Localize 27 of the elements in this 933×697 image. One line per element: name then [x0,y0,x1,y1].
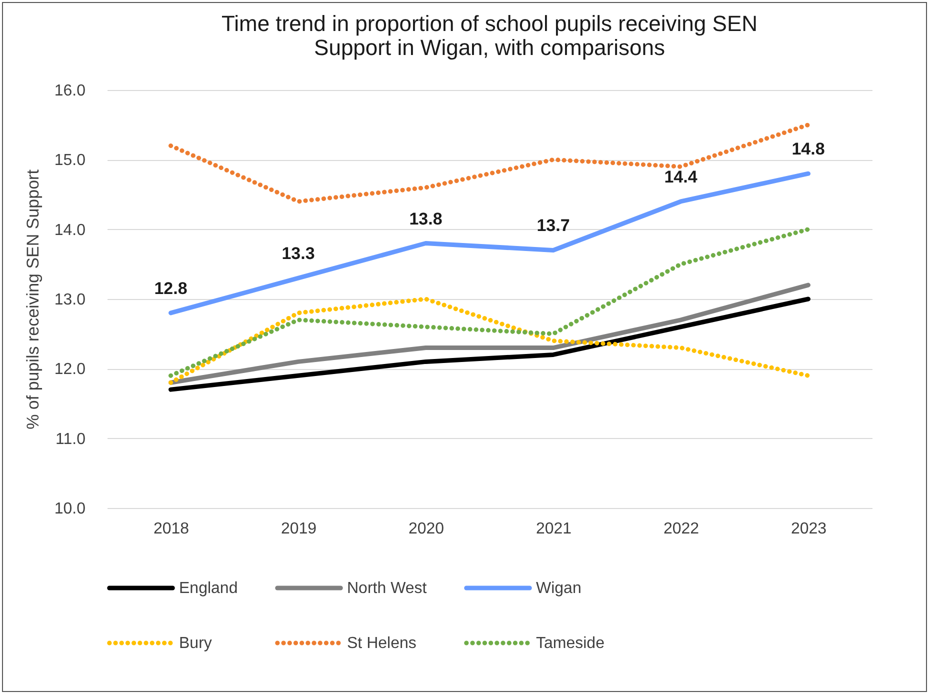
legend-label: Tameside [536,635,605,652]
y-tick-label: 13.0 [54,292,86,308]
legend-label: St Helens [347,635,416,652]
data-label: 13.3 [282,244,315,264]
x-tick-label: 2018 [153,520,190,538]
x-tick-label: 2021 [536,520,572,538]
y-axis-title: % of pupils receiving SEN Support [23,169,42,430]
data-label: 14.8 [792,140,825,159]
data-label: 13.7 [536,216,570,236]
y-tick-label: 12.0 [54,361,86,378]
y-tick-label: 10.0 [54,500,86,518]
y-tick-label: 14.0 [54,222,86,239]
chart-title: Time trend in proportion of school pupils receiving SEN Support in Wigan, with comparisons [221,11,758,60]
legend-label: Wigan [536,580,582,597]
y-tick-label: 16.0 [54,82,86,100]
x-tick-label: 2022 [663,520,700,538]
legend-label: Bury [179,635,212,652]
data-label: 12.8 [154,278,188,298]
x-tick-label: 2019 [280,520,317,538]
x-tick-label: 2020 [408,520,444,538]
data-label: 14.4 [664,167,698,186]
legend-label: North West [347,580,428,597]
data-label: 13.8 [409,209,442,228]
y-tick-label: 11.0 [56,430,86,448]
y-tick-label: 15.0 [54,152,86,170]
x-tick-label: 2023 [790,520,827,538]
legend-label: England [179,580,238,597]
